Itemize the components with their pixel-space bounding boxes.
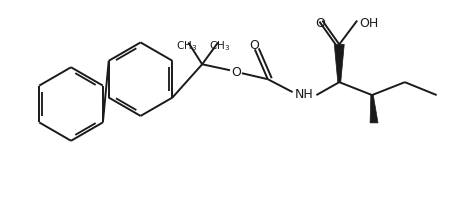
Polygon shape <box>370 95 378 123</box>
Text: OH: OH <box>359 17 378 30</box>
Text: CH$_3$: CH$_3$ <box>176 39 197 53</box>
Polygon shape <box>334 44 344 82</box>
Text: O: O <box>249 39 259 52</box>
Text: CH$_3$: CH$_3$ <box>209 39 231 53</box>
Text: O: O <box>231 66 241 79</box>
Text: O: O <box>316 17 325 30</box>
Text: NH: NH <box>295 88 314 100</box>
